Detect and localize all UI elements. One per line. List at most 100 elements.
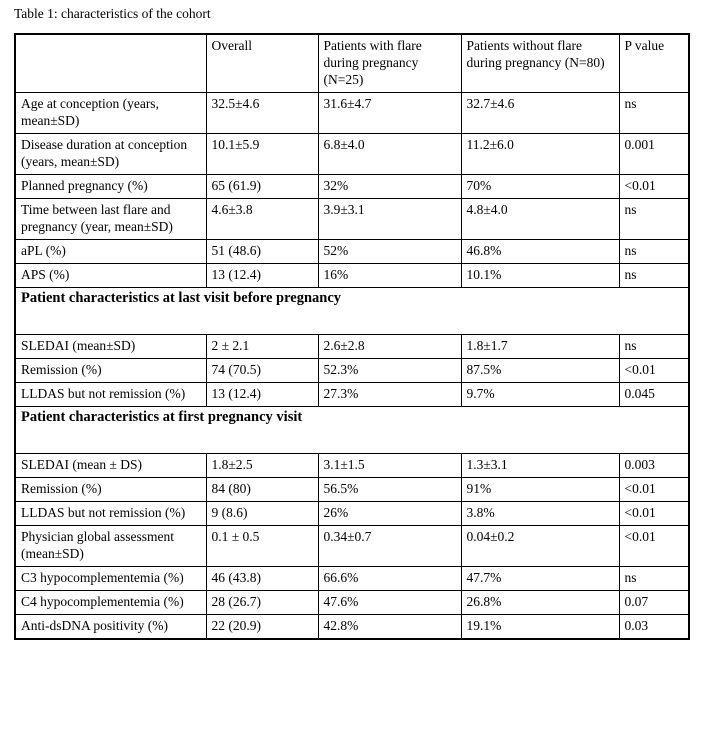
table-row: APS (%) 13 (12.4) 16% 10.1% ns: [14, 263, 690, 288]
table-cell: 26%: [317, 501, 462, 526]
table-cell: <0.01: [618, 358, 690, 383]
table-cell: 47.7%: [460, 566, 620, 591]
table-row: C4 hypocomplementemia (%) 28 (26.7) 47.6% 2…: [14, 590, 690, 615]
table-cell: 91%: [460, 477, 620, 502]
table-cell: 0.03: [618, 614, 690, 640]
table-cell: ns: [618, 263, 690, 288]
table-cell: 42.8%: [317, 614, 462, 640]
row-label: Planned pregnancy (%): [14, 174, 207, 199]
section-row: Patient characteristics at last visit be…: [14, 287, 690, 335]
table-row: Physician global assessment (mean±SD) 0.1…: [14, 525, 690, 567]
table-row: SLEDAI (mean ± DS) 1.8±2.5 3.1±1.5 1.3±3.1 0…: [14, 453, 690, 478]
table-cell: 47.6%: [317, 590, 462, 615]
table-cell: <0.01: [618, 477, 690, 502]
table-cell: 46.8%: [460, 239, 620, 264]
table-row: SLEDAI (mean±SD) 2 ± 2.1 2.6±2.8 1.8±1.7 ns: [14, 334, 690, 359]
table-cell: 52.3%: [317, 358, 462, 383]
table-row: Age at conception (years, mean±SD) 32.5±4…: [14, 92, 690, 134]
table-cell: 19.1%: [460, 614, 620, 640]
table-header-row: Overall Patients with flare during pregna…: [14, 33, 690, 93]
table-cell: 1.8±2.5: [205, 453, 319, 478]
table-row: Remission (%) 84 (80) 56.5% 91% <0.01: [14, 477, 690, 502]
table-cell: 74 (70.5): [205, 358, 319, 383]
row-label: Time between last flare and pregnancy (y…: [14, 198, 207, 240]
table-cell: 52%: [317, 239, 462, 264]
table-cell: 0.045: [618, 382, 690, 407]
column-header: Overall: [205, 33, 319, 93]
table-cell: 16%: [317, 263, 462, 288]
section-row: Patient characteristics at first pregnan…: [14, 406, 690, 454]
table-cell: <0.01: [618, 174, 690, 199]
table-cell: 13 (12.4): [205, 382, 319, 407]
table-caption: Table 1: characteristics of the cohort: [14, 6, 211, 21]
table-cell: 0.04±0.2: [460, 525, 620, 567]
table-cell: 70%: [460, 174, 620, 199]
table-cell: 51 (48.6): [205, 239, 319, 264]
table-row: LLDAS but not remission (%) 13 (12.4) 27.3…: [14, 382, 690, 407]
table-cell: 22 (20.9): [205, 614, 319, 640]
table-cell: 46 (43.8): [205, 566, 319, 591]
table-cell: 0.001: [618, 133, 690, 175]
row-label: C4 hypocomplementemia (%): [14, 590, 207, 615]
table-cell: 0.1 ± 0.5: [205, 525, 319, 567]
table-cell: 56.5%: [317, 477, 462, 502]
table-cell: 31.6±4.7: [317, 92, 462, 134]
table-cell: 0.07: [618, 590, 690, 615]
table-cell: 1.3±3.1: [460, 453, 620, 478]
table-row: Anti-dsDNA positivity (%) 22 (20.9) 42.8% 1…: [14, 614, 690, 640]
table-cell: ns: [618, 239, 690, 264]
column-header: [14, 33, 207, 93]
section-title: Patient characteristics at first pregnan…: [14, 406, 690, 454]
table-row: Planned pregnancy (%) 65 (61.9) 32% 70% <0.0…: [14, 174, 690, 199]
table-row: Remission (%) 74 (70.5) 52.3% 87.5% <0.01: [14, 358, 690, 383]
table-cell: 2.6±2.8: [317, 334, 462, 359]
table-cell: 3.8%: [460, 501, 620, 526]
row-label: SLEDAI (mean±SD): [14, 334, 207, 359]
table-cell: 4.8±4.0: [460, 198, 620, 240]
section-title: Patient characteristics at last visit be…: [14, 287, 690, 335]
table-cell: ns: [618, 92, 690, 134]
table-cell: 9 (8.6): [205, 501, 319, 526]
table-cell: 10.1±5.9: [205, 133, 319, 175]
table-cell: 26.8%: [460, 590, 620, 615]
table-cell: 6.8±4.0: [317, 133, 462, 175]
table-row: Disease duration at conception (years, m…: [14, 133, 690, 175]
row-label: Remission (%): [14, 477, 207, 502]
table-row: aPL (%) 51 (48.6) 52% 46.8% ns: [14, 239, 690, 264]
row-label: Anti-dsDNA positivity (%): [14, 614, 207, 640]
row-label: LLDAS but not remission (%): [14, 501, 207, 526]
table-row: C3 hypocomplementemia (%) 46 (43.8) 66.6% 4…: [14, 566, 690, 591]
table-cell: 3.1±1.5: [317, 453, 462, 478]
table-cell: 32.5±4.6: [205, 92, 319, 134]
row-label: Remission (%): [14, 358, 207, 383]
table-row: LLDAS but not remission (%) 9 (8.6) 26% 3.8…: [14, 501, 690, 526]
row-label: C3 hypocomplementemia (%): [14, 566, 207, 591]
table-cell: 10.1%: [460, 263, 620, 288]
table-cell: 1.8±1.7: [460, 334, 620, 359]
row-label: APS (%): [14, 263, 207, 288]
table-cell: 28 (26.7): [205, 590, 319, 615]
table-cell: 0.003: [618, 453, 690, 478]
table-cell: 84 (80): [205, 477, 319, 502]
table-cell: 9.7%: [460, 382, 620, 407]
table-cell: 13 (12.4): [205, 263, 319, 288]
row-label: SLEDAI (mean ± DS): [14, 453, 207, 478]
table-cell: ns: [618, 198, 690, 240]
column-header: Patients without flare during pregnancy …: [460, 33, 620, 93]
row-label: LLDAS but not remission (%): [14, 382, 207, 407]
table-row: Time between last flare and pregnancy (y…: [14, 198, 690, 240]
row-label: aPL (%): [14, 239, 207, 264]
table-cell: 32%: [317, 174, 462, 199]
table-cell: 65 (61.9): [205, 174, 319, 199]
column-header: P value: [618, 33, 690, 93]
row-label: Physician global assessment (mean±SD): [14, 525, 207, 567]
table-cell: 11.2±6.0: [460, 133, 620, 175]
table-cell: 87.5%: [460, 358, 620, 383]
table-cell: ns: [618, 334, 690, 359]
table-cell: 66.6%: [317, 566, 462, 591]
table-cell: ns: [618, 566, 690, 591]
table-body: Age at conception (years, mean±SD) 32.5±4…: [14, 92, 690, 640]
table-cell: 2 ± 2.1: [205, 334, 319, 359]
table-cell: <0.01: [618, 525, 690, 567]
